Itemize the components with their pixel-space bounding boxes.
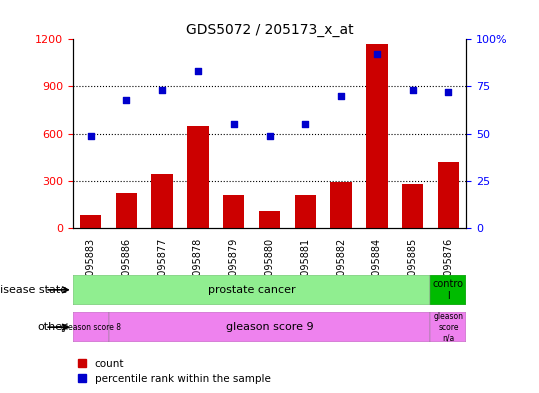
- Bar: [330, 182, 352, 228]
- Legend: count, percentile rank within the sample: count, percentile rank within the sample: [78, 359, 271, 384]
- Text: prostate cancer: prostate cancer: [208, 285, 295, 295]
- Bar: [431, 275, 466, 305]
- Text: gleason
score
n/a: gleason score n/a: [433, 312, 464, 342]
- Point: [372, 51, 381, 57]
- Text: gleason score 9: gleason score 9: [226, 322, 313, 332]
- Point: [337, 93, 345, 99]
- Bar: [116, 193, 137, 228]
- Bar: [294, 195, 316, 228]
- Bar: [402, 184, 423, 228]
- Text: gleason score 8: gleason score 8: [61, 323, 121, 332]
- Bar: [73, 312, 108, 342]
- Bar: [431, 312, 466, 342]
- Point: [86, 132, 95, 139]
- Text: other: other: [38, 322, 67, 332]
- Bar: [187, 126, 209, 228]
- Point: [408, 87, 417, 94]
- Point: [265, 132, 274, 139]
- Bar: [80, 215, 101, 228]
- Bar: [223, 195, 245, 228]
- Bar: [259, 211, 280, 228]
- Text: disease state: disease state: [0, 285, 67, 295]
- Point: [122, 97, 131, 103]
- Point: [194, 68, 202, 75]
- Title: GDS5072 / 205173_x_at: GDS5072 / 205173_x_at: [186, 23, 353, 37]
- Point: [158, 87, 167, 94]
- Point: [230, 121, 238, 127]
- Bar: [366, 44, 388, 228]
- Point: [301, 121, 309, 127]
- Point: [444, 89, 453, 95]
- Bar: [438, 162, 459, 228]
- Bar: [151, 174, 173, 228]
- Bar: [108, 312, 431, 342]
- Text: contro
l: contro l: [433, 279, 464, 301]
